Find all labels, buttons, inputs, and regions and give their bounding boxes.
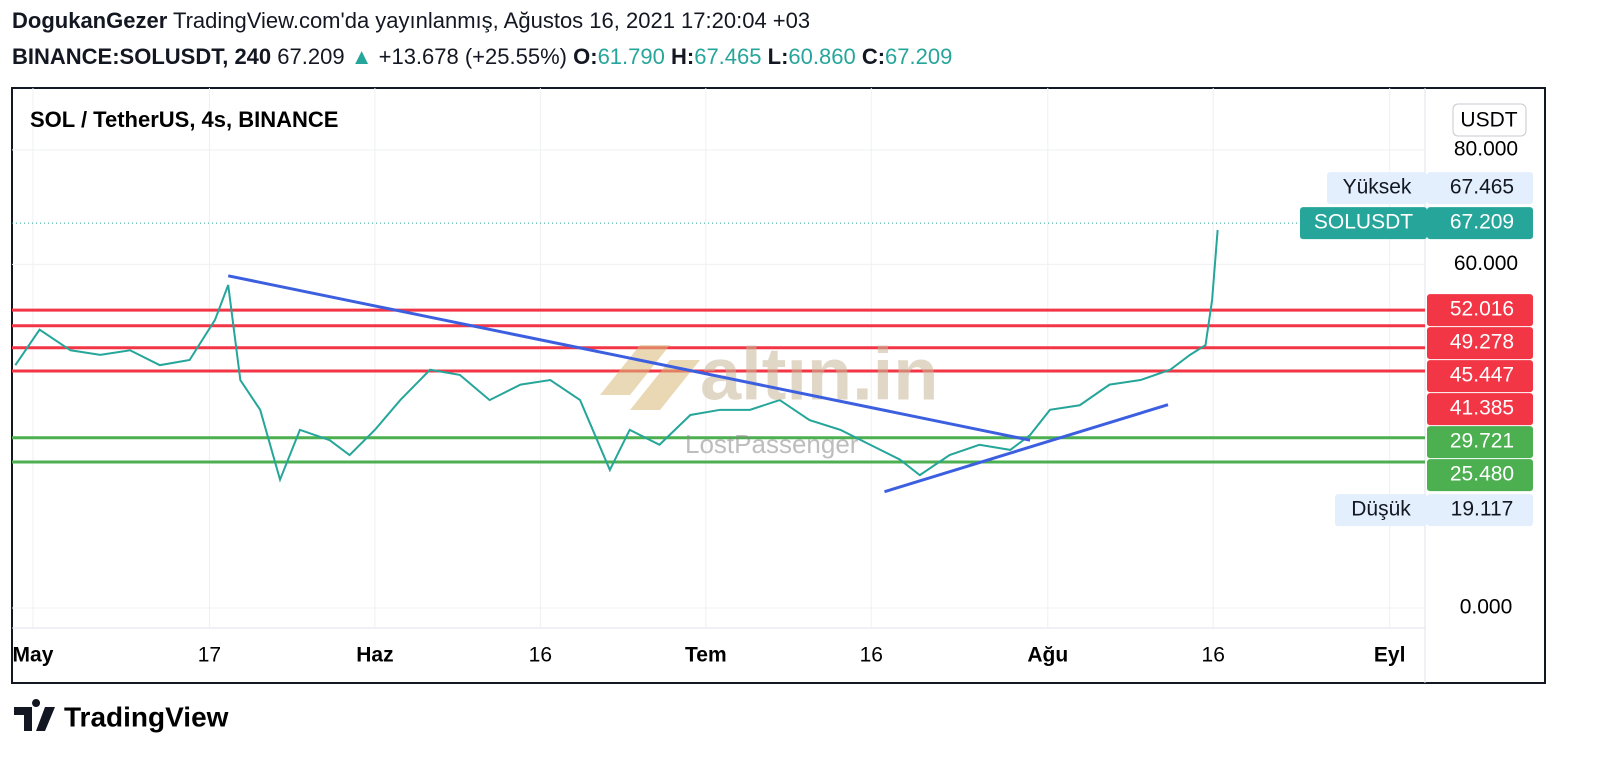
brand: TradingView — [64, 701, 229, 732]
trendline — [227, 274, 1031, 442]
price-tag-label: 41.385 — [1450, 397, 1514, 420]
trendline — [884, 403, 1169, 494]
watermark-text: LostPassenger — [685, 429, 859, 459]
brand-icon — [14, 699, 55, 731]
x-tick-label: Haz — [356, 644, 393, 667]
y-tick-label: 80.000 — [1454, 137, 1518, 160]
price-tag-label: 67.209 — [1450, 211, 1514, 234]
price-tag-name-box — [1335, 494, 1427, 527]
last: 67.209 — [277, 44, 345, 69]
footer-logo: TradingView — [14, 699, 229, 732]
price-tag — [1427, 172, 1533, 205]
chart-frame — [11, 87, 1546, 684]
header-line-2: BINANCE:SOLUSDT, 240 67.209 ▲ +13.678 (+… — [12, 44, 952, 70]
price-tag-label: 19.117 — [1451, 498, 1514, 521]
price-tag-label: 49.278 — [1450, 331, 1514, 354]
price-tag-name-box — [1300, 207, 1427, 240]
x-tick-label: Tem — [685, 644, 727, 667]
price-tag — [1427, 207, 1533, 240]
price-tag — [1427, 393, 1533, 426]
chart-title: SOL / TetherUS, 4s, BINANCE — [30, 107, 338, 132]
ohlc-value: 67.465 — [694, 44, 762, 69]
author: DogukanGezer — [12, 8, 168, 33]
price-tag — [1427, 494, 1533, 527]
plot — [12, 88, 1425, 628]
currency: USDT — [1460, 109, 1517, 132]
watermark: altın.in LostPassenger — [600, 333, 938, 459]
currency-box — [1452, 103, 1527, 137]
x-tick-label: Eyl — [1374, 644, 1406, 667]
x-tick-label: 17 — [198, 644, 221, 667]
header-line-1: DogukanGezer TradingView.com'da yayınlan… — [12, 8, 810, 34]
price-tag-name-box — [1327, 172, 1427, 205]
x-tick-label: May — [13, 644, 54, 667]
x-tick-label: 16 — [529, 644, 552, 667]
x-tick-label: Ağu — [1027, 644, 1068, 667]
arrow: ▲ — [350, 44, 373, 69]
x-tick-label: 16 — [1202, 644, 1225, 667]
ohlc-label: L: — [767, 44, 789, 69]
y-tick-label: 0.000 — [1460, 596, 1513, 619]
price-tag-name: Düşük — [1351, 498, 1411, 521]
price-tag — [1427, 294, 1533, 327]
price-tag — [1427, 426, 1533, 459]
ohlc-label: C: — [861, 44, 886, 69]
watermark-logo — [600, 345, 700, 410]
ohlc-label: O: — [573, 44, 598, 69]
price-tag-label: 52.016 — [1450, 298, 1514, 321]
symbol: BINANCE:SOLUSDT, 240 — [12, 44, 272, 69]
price-tag — [1427, 360, 1533, 393]
price-tag-label: 25.480 — [1450, 463, 1514, 486]
published: TradingView.com'da yayınlanmış, Ağustos … — [172, 8, 811, 33]
price-tag-name: Yüksek — [1343, 176, 1412, 199]
ohlc-value: 61.790 — [597, 44, 665, 69]
price-tag-name: SOLUSDT — [1314, 211, 1413, 234]
x-tick-label: 16 — [860, 644, 883, 667]
change: +13.678 (+25.55%) — [378, 44, 567, 69]
price-tag-label: 67.465 — [1450, 176, 1514, 199]
ohlc-label: H: — [670, 44, 695, 69]
price-tag-label: 29.721 — [1450, 430, 1514, 453]
ohlc-value: 67.209 — [885, 44, 953, 69]
ohlc-value: 60.860 — [788, 44, 856, 69]
price-line — [14, 229, 1219, 483]
watermark-text: altın.in — [700, 333, 938, 416]
y-tick-label: 60.000 — [1454, 252, 1518, 275]
price-tag — [1427, 459, 1533, 492]
price-tag — [1427, 327, 1533, 360]
price-tag-label: 45.447 — [1450, 364, 1514, 387]
